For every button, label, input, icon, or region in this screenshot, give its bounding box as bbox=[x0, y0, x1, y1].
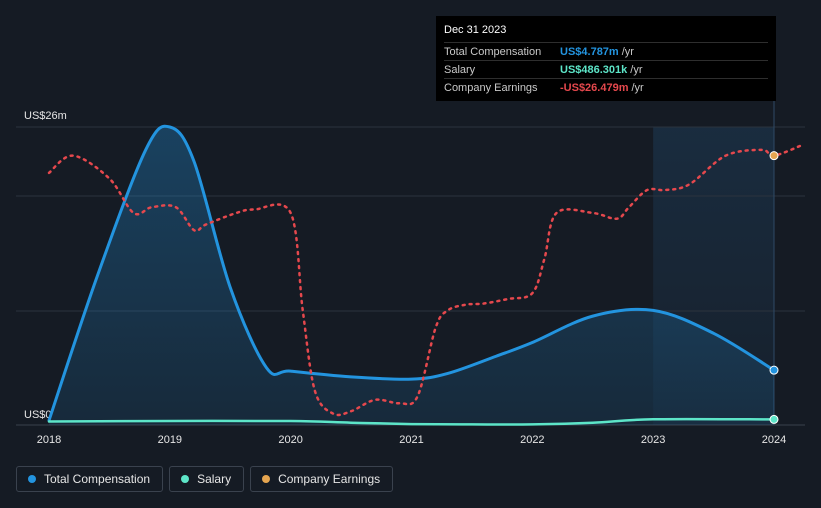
legend-item-salary[interactable]: Salary bbox=[169, 466, 245, 492]
x-tick-label: 2022 bbox=[520, 434, 544, 446]
x-tick-label: 2019 bbox=[158, 434, 182, 446]
x-tick-label: 2020 bbox=[278, 434, 302, 446]
y-tick-label: US$0 bbox=[24, 409, 52, 421]
tooltip-unit: /yr bbox=[630, 64, 643, 76]
tooltip-row-salary: Salary US$486.301k /yr bbox=[444, 60, 768, 78]
tooltip-value: US$486.301k bbox=[560, 64, 628, 76]
tooltip-row-total-compensation: Total Compensation US$4.787m /yr bbox=[444, 42, 768, 60]
tooltip-value: US$4.787m bbox=[560, 46, 619, 58]
tooltip-value: -US$26.479m bbox=[560, 82, 629, 94]
tooltip-unit: /yr bbox=[631, 82, 644, 94]
legend-label: Total Compensation bbox=[44, 472, 151, 486]
highlight-point-total-compensation bbox=[769, 365, 779, 375]
legend-item-company-earnings[interactable]: Company Earnings bbox=[250, 466, 394, 492]
legend-label: Company Earnings bbox=[278, 472, 381, 486]
highlight-point-company-earnings bbox=[769, 151, 779, 161]
x-tick-label: 2024 bbox=[762, 434, 786, 446]
tooltip: Dec 31 2023 Total Compensation US$4.787m… bbox=[436, 16, 776, 101]
legend-dot bbox=[262, 475, 271, 483]
series-line-salary bbox=[47, 417, 776, 426]
series-area-total-compensation bbox=[49, 126, 774, 426]
tooltip-label: Company Earnings bbox=[444, 82, 538, 94]
legend-dot bbox=[181, 475, 190, 483]
tooltip-label: Total Compensation bbox=[444, 46, 542, 58]
legend-item-total-compensation[interactable]: Total Compensation bbox=[16, 466, 164, 492]
highlight-point-salary bbox=[769, 414, 779, 424]
legend-label: Salary bbox=[197, 472, 232, 486]
x-tick-label: 2018 bbox=[37, 434, 61, 446]
tooltip-label: Salary bbox=[444, 64, 476, 76]
y-tick-label: US$26m bbox=[24, 110, 67, 122]
chart: US$26m US$0 2018 2019 2020 2021 2022 2023 2024 bbox=[16, 101, 806, 446]
tooltip-date: Dec 31 2023 bbox=[444, 24, 507, 36]
x-tick-label: 2023 bbox=[641, 434, 665, 446]
series-line-company-earnings bbox=[47, 142, 806, 417]
legend-dot bbox=[28, 475, 36, 483]
legend: Total Compensation Salary Company Earnin… bbox=[16, 466, 394, 492]
x-tick-label: 2021 bbox=[399, 434, 423, 446]
tooltip-unit: /yr bbox=[621, 46, 634, 58]
tooltip-row-company-earnings: Company Earnings -US$26.479m /yr bbox=[444, 78, 768, 96]
